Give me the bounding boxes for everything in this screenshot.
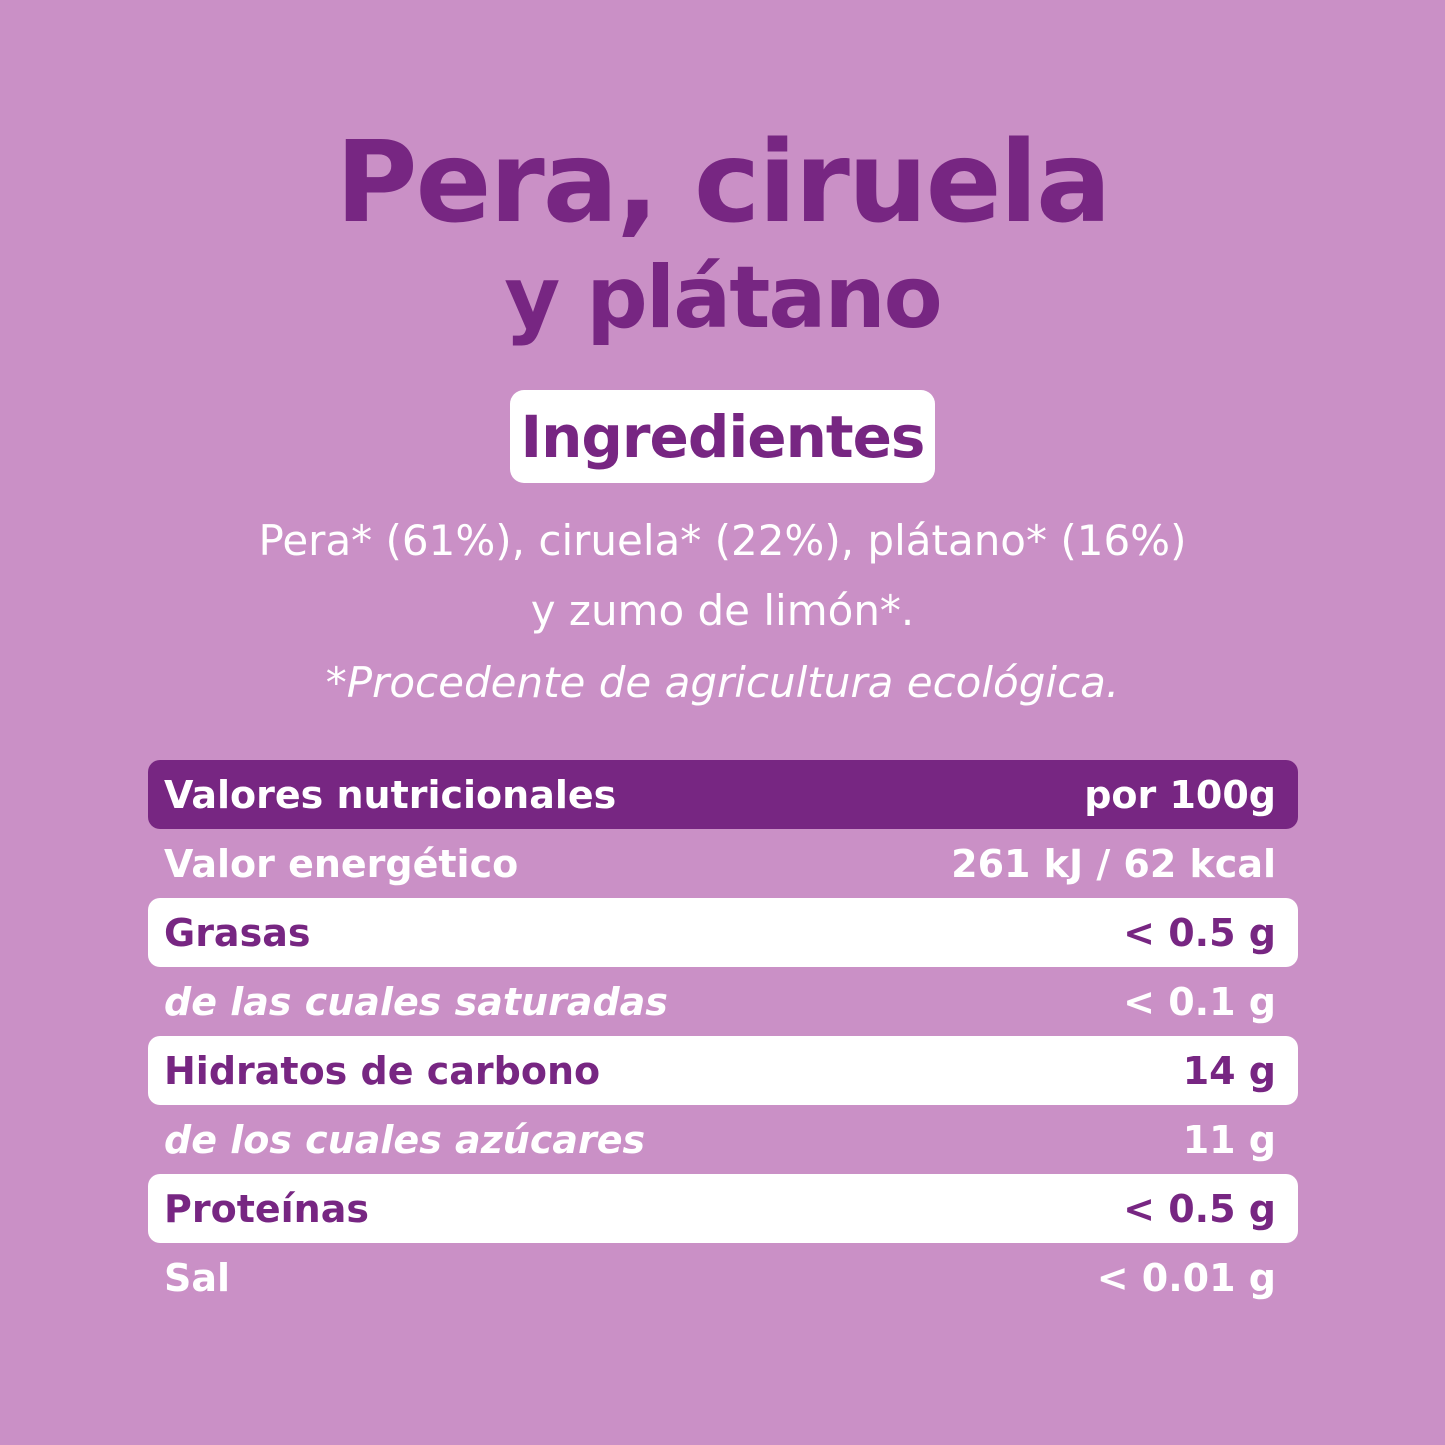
nutrition-header-value: por 100g [1084,772,1276,817]
nutrition-label: de los cuales azúcares [164,1117,646,1162]
ingredients-heading: Ingredientes [520,402,926,471]
nutrition-row-energy: Valor energético 261 kJ / 62 kcal [148,829,1298,898]
nutrition-value: < 0.1 g [1123,979,1276,1024]
product-title-line1: Pera, ciruela [335,118,1111,248]
nutrition-row-fat: Grasas < 0.5 g [148,898,1298,967]
nutrition-value: < 0.01 g [1096,1255,1276,1300]
nutrition-row-salt: Sal < 0.01 g [148,1243,1298,1312]
nutrition-header-row: Valores nutricionales por 100g [148,760,1298,829]
nutrition-value: < 0.5 g [1123,910,1276,955]
nutrition-row-sugars: de los cuales azúcares 11 g [148,1105,1298,1174]
nutrition-row-carbs: Hidratos de carbono 14 g [148,1036,1298,1105]
nutrition-label: Sal [164,1255,231,1300]
ingredients-heading-badge: Ingredientes [510,390,935,483]
nutrition-value: 11 g [1182,1117,1276,1162]
nutrition-label: Valor energético [164,841,519,886]
ingredients-note: *Procedente de agricultura ecológica. [325,658,1120,707]
nutrition-label: Hidratos de carbono [164,1048,601,1093]
nutrition-label: Grasas [164,910,311,955]
nutrition-value: < 0.5 g [1123,1186,1276,1231]
nutrition-label: Proteínas [164,1186,369,1231]
nutrition-value: 14 g [1182,1048,1276,1093]
nutrition-label: de las cuales saturadas [164,979,668,1024]
product-title-line2: y plátano [504,248,943,348]
nutrition-row-protein: Proteínas < 0.5 g [148,1174,1298,1243]
nutrition-table: Valores nutricionales por 100g Valor ene… [148,760,1298,1312]
nutrition-value: 261 kJ / 62 kcal [951,841,1276,886]
ingredients-line2: y zumo de limón*. [530,586,915,635]
ingredients-line1: Pera* (61%), ciruela* (22%), plátano* (1… [258,516,1187,565]
nutrition-row-saturated: de las cuales saturadas < 0.1 g [148,967,1298,1036]
nutrition-header-label: Valores nutricionales [164,772,617,817]
